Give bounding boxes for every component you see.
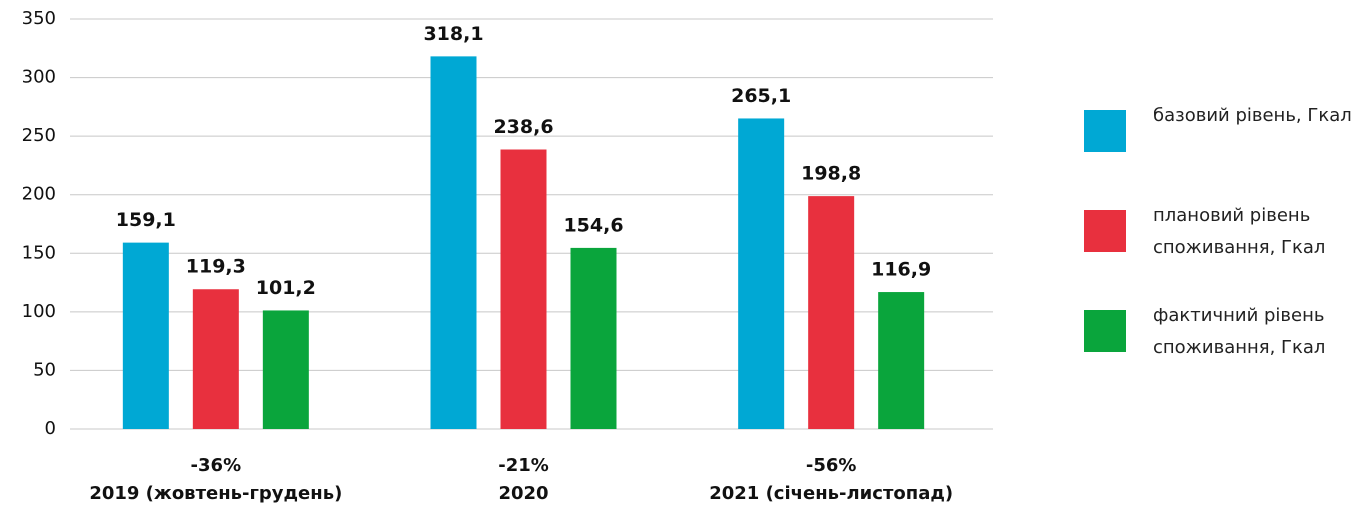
bar [500, 149, 547, 430]
data-label: 116,9 [871, 259, 931, 281]
y-tick-label: 300 [22, 67, 56, 88]
x-tick-label: 2019 (жовтень-грудень) [89, 483, 342, 504]
bar [430, 56, 477, 430]
data-label: 159,1 [116, 209, 176, 231]
data-label: 101,2 [256, 277, 316, 299]
annotation: -56% [806, 455, 857, 476]
y-tick-label: 0 [45, 418, 56, 439]
y-tick-label: 100 [22, 301, 56, 322]
data-label: 265,1 [731, 85, 791, 107]
bar [808, 196, 855, 429]
legend-label: плановий рівень споживання, Гкал [1153, 205, 1326, 258]
chart: 0 50 100 150 200 250 300 350 -36% 2019 (жовтень-г… [22, 8, 993, 504]
bar [122, 242, 169, 429]
data-label: 154,6 [563, 214, 623, 236]
legend-item: базовий рівень, Гкал [1084, 100, 1359, 200]
legend: базовий рівень, Гкал плановий рівень спож… [1084, 100, 1359, 400]
y-tick-label: 200 [22, 184, 56, 205]
y-tick-label: 350 [22, 8, 56, 29]
y-tick-label: 250 [22, 125, 56, 146]
legend-swatch [1084, 310, 1126, 352]
bar [878, 292, 925, 429]
data-label: 318,1 [423, 23, 483, 45]
bar [192, 289, 239, 429]
data-label: 238,6 [493, 116, 553, 138]
legend-swatch [1084, 210, 1126, 252]
annotation: -21% [498, 455, 549, 476]
y-tick-label: 150 [22, 242, 56, 263]
x-tick-label: 2020 [498, 483, 548, 504]
data-label: 198,8 [801, 163, 861, 185]
bar [570, 247, 617, 429]
legend-swatch [1084, 110, 1126, 152]
bar [738, 118, 785, 429]
legend-item: фактичний рівень споживання, Гкал [1084, 300, 1359, 400]
legend-label: базовий рівень, Гкал [1153, 105, 1352, 126]
legend-item: плановий рівень споживання, Гкал [1084, 200, 1359, 300]
annotation: -36% [191, 455, 242, 476]
x-tick-label: 2021 (січень-листопад) [709, 483, 953, 504]
legend-label: фактичний рівень споживання, Гкал [1153, 305, 1326, 358]
y-tick-label: 50 [33, 359, 56, 380]
data-label: 119,3 [186, 256, 246, 278]
bar [262, 310, 309, 429]
